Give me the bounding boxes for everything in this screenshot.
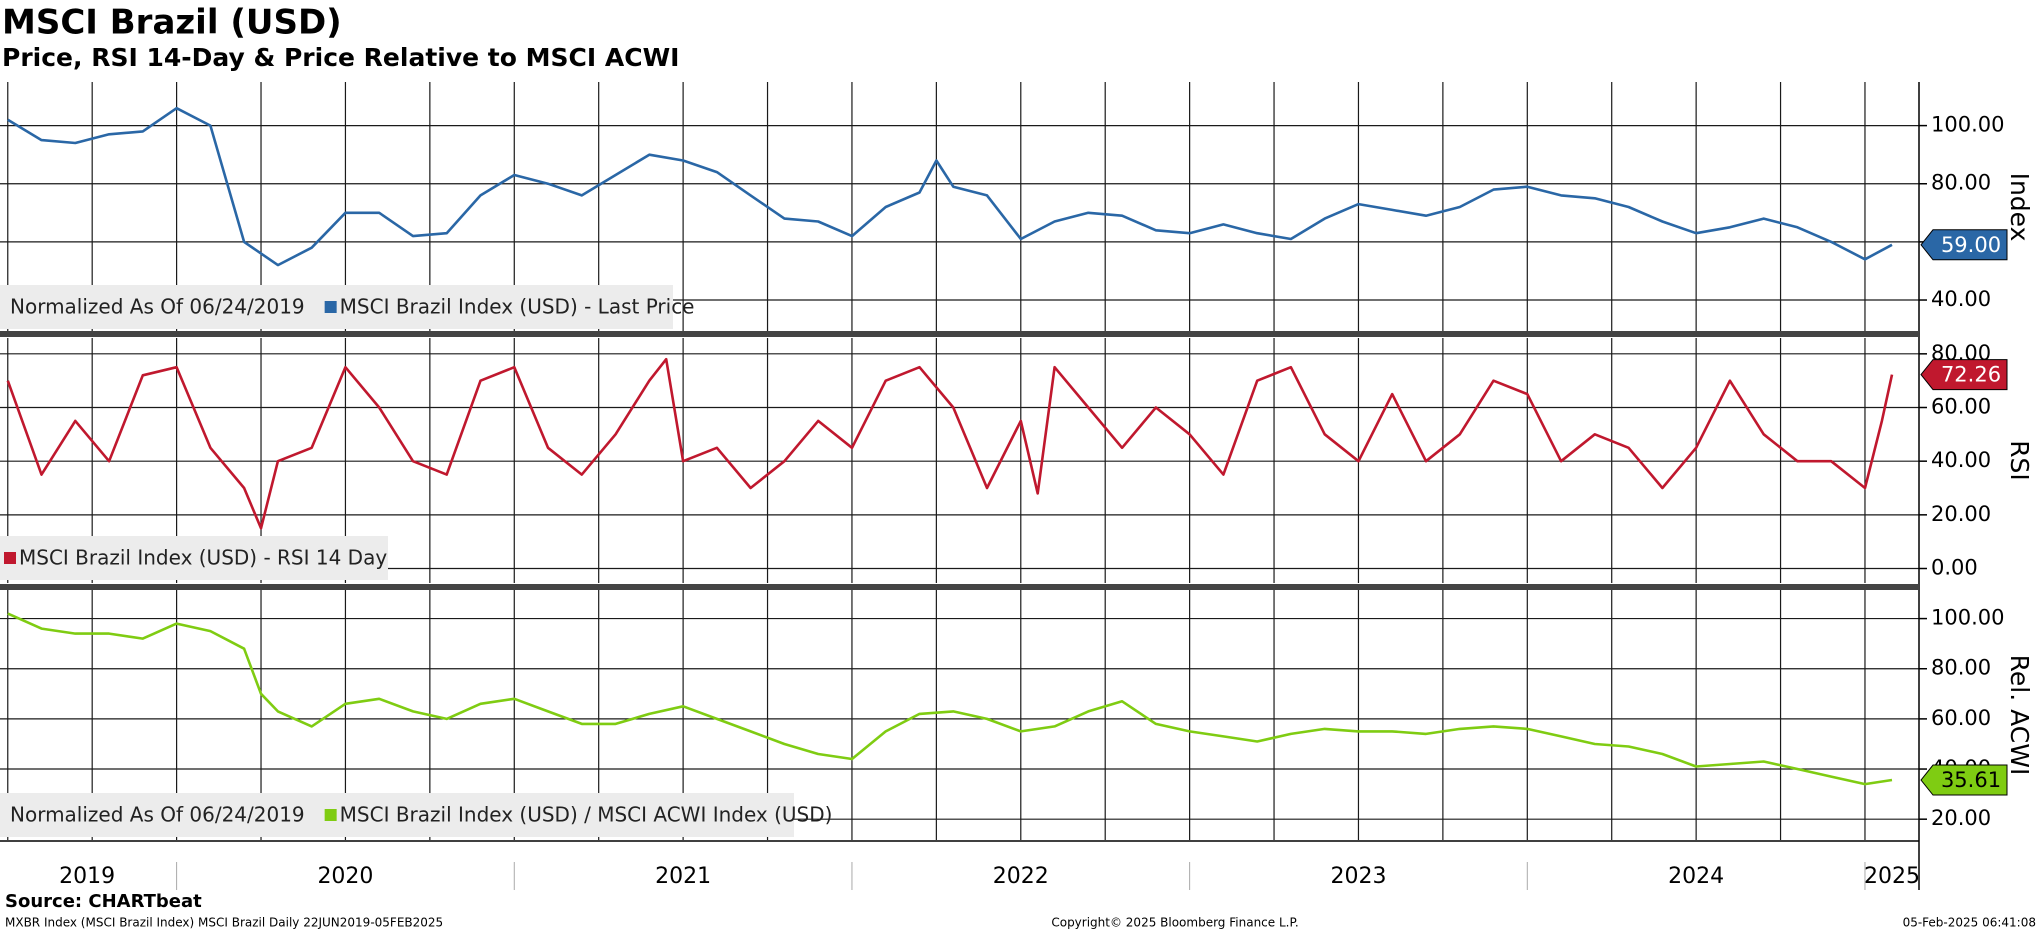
legend-label: MSCI Brazil Index (USD) - RSI 14 Day [19, 546, 387, 570]
y-tick-label: 0.00 [1931, 556, 1978, 580]
footer-left: MXBR Index (MSCI Brazil Index) MSCI Braz… [5, 916, 443, 930]
last-value-tag [1920, 359, 2008, 391]
y-tick-label: 40.00 [1931, 287, 1991, 311]
x-tick-label: 2021 [655, 864, 711, 889]
legend-swatch [324, 809, 337, 821]
series-line [7, 106, 1893, 267]
y-tick-label: 60.00 [1931, 395, 1991, 419]
footer-right: 05-Feb-2025 06:41:08 [1903, 916, 2036, 930]
y-tick-label: 20.00 [1931, 502, 1991, 526]
chart-subtitle: Price, RSI 14-Day & Price Relative to MS… [2, 43, 679, 72]
y-tick-label: 80.00 [1931, 656, 1991, 680]
legend-note: Normalized As Of 06/24/2019 [10, 803, 305, 827]
legend-swatch [4, 552, 16, 564]
last-value-tag [1920, 764, 2008, 796]
panel-divider [0, 331, 1919, 337]
source: Source: CHARTbeat [5, 891, 202, 912]
last-value-label: 59.00 [1941, 233, 2001, 257]
x-tick-label: 2023 [1330, 864, 1386, 889]
legend-box [0, 536, 388, 580]
last-value-label: 72.26 [1941, 363, 2001, 387]
chart-title: MSCI Brazil (USD) [2, 3, 342, 43]
legend-swatch [324, 301, 337, 313]
y-tick-label: 40.00 [1931, 448, 1991, 472]
x-tick-label: 2024 [1668, 864, 1724, 889]
x-tick-label: 2020 [317, 864, 373, 889]
series-line [6, 357, 1894, 530]
legend-box [0, 793, 794, 837]
last-value-tag [1920, 229, 2008, 261]
panel-divider [0, 584, 1919, 590]
series-line [7, 612, 1893, 786]
axis-label: Rel. ACWI [2005, 655, 2034, 776]
x-tick-label: 2025 [1864, 864, 1920, 889]
y-tick-label: 60.00 [1931, 706, 1991, 730]
y-tick-label: 20.00 [1931, 806, 1991, 830]
x-tick-label: 2019 [59, 864, 115, 889]
y-tick-label: 100.00 [1931, 113, 2004, 137]
axis-label: Index [2005, 173, 2034, 242]
x-tick-label: 2022 [993, 864, 1049, 889]
y-tick-label: 80.00 [1931, 171, 1991, 195]
last-value-label: 35.61 [1941, 768, 2001, 792]
y-tick-label: 100.00 [1931, 606, 2004, 630]
axis-label: RSI [2005, 440, 2034, 481]
legend-label: MSCI Brazil Index (USD) / MSCI ACWI Inde… [340, 803, 833, 827]
legend-label: MSCI Brazil Index (USD) - Last Price [340, 295, 695, 319]
footer-center: Copyright© 2025 Bloomberg Finance L.P. [1051, 916, 1298, 930]
legend-note: Normalized As Of 06/24/2019 [10, 295, 305, 319]
